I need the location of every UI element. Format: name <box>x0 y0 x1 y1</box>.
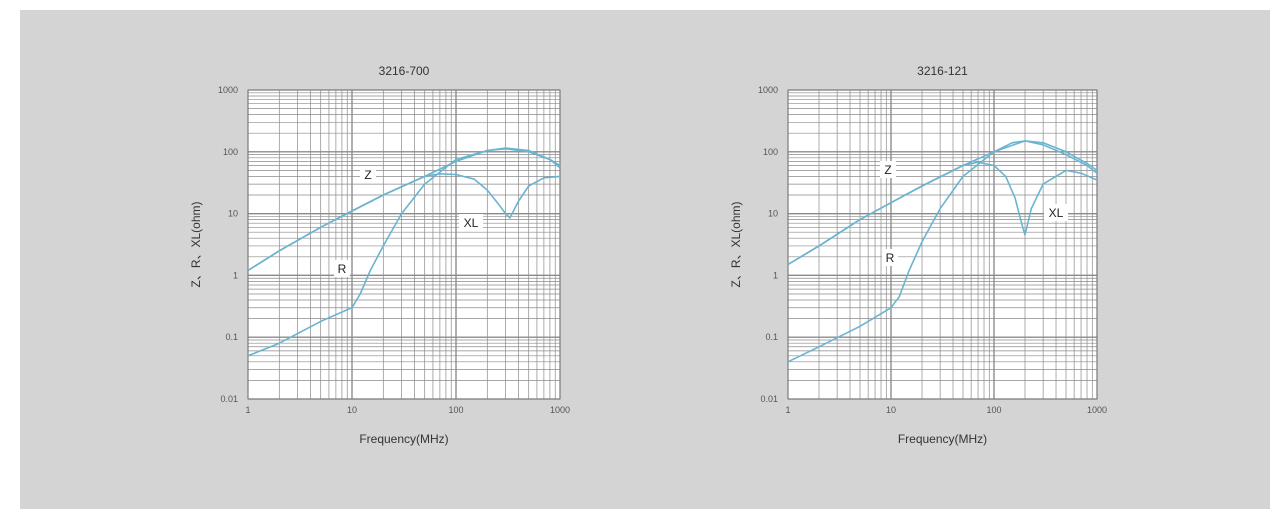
annotation-box <box>1044 204 1068 221</box>
x-tick-label: 100 <box>448 405 463 415</box>
x-tick-label: 1 <box>785 405 790 415</box>
series-line-xl <box>787 161 1098 266</box>
y-tick-label: 0.1 <box>765 332 778 342</box>
x-tick-label: 1000 <box>1087 405 1107 415</box>
chart-title: 3216-700 <box>379 64 430 78</box>
x-tick-label: 10 <box>886 405 896 415</box>
y-tick-label: 0.01 <box>760 394 778 404</box>
plot-area <box>788 90 1097 399</box>
y-tick-label: 10 <box>228 209 238 219</box>
plot-area <box>248 90 560 399</box>
annotation-xl: XL <box>1049 206 1064 220</box>
x-tick-label: 1000 <box>550 405 570 415</box>
plot-border <box>247 89 561 400</box>
x-tick-label: 1 <box>245 405 250 415</box>
y-tick-label: 1000 <box>218 85 238 95</box>
y-tick-label: 0.1 <box>225 332 238 342</box>
chart-panel: 1 10 100 1000 0.01 0.1 1 10 100 1000 3216-700 Frequ… <box>20 10 1270 509</box>
y-tick-label: 0.01 <box>220 394 238 404</box>
x-axis-label: Frequency(MHz) <box>359 432 448 446</box>
y-axis-label: Z、R、XL(ohm) <box>729 201 743 287</box>
annotation-r: R <box>338 262 347 276</box>
chart-title: 3216-121 <box>917 64 968 78</box>
annotation-box <box>880 161 896 178</box>
x-tick-label: 100 <box>986 405 1001 415</box>
annotation-z: Z <box>884 163 891 177</box>
annotation-xl: XL <box>464 216 479 230</box>
series-line-r <box>787 140 1098 363</box>
annotation-z: Z <box>364 168 371 182</box>
y-tick-label: 100 <box>763 147 778 157</box>
annotation-box <box>459 214 483 231</box>
x-tick-label: 10 <box>347 405 357 415</box>
chart-3216-700: 1 10 100 1000 0.01 0.1 1 10 100 1000 3216-700 Frequ… <box>189 64 570 446</box>
annotation-box <box>882 249 898 266</box>
annotation-box <box>360 166 376 183</box>
y-tick-label: 10 <box>768 209 778 219</box>
series-line-xl <box>247 173 561 272</box>
annotation-box <box>334 260 350 277</box>
y-tick-label: 100 <box>223 147 238 157</box>
y-axis-label: Z、R、XL(ohm) <box>189 201 203 287</box>
charts-svg: 1 10 100 1000 0.01 0.1 1 10 100 1000 3216-700 Frequ… <box>189 64 1107 446</box>
y-tick-label: 1 <box>233 270 238 280</box>
annotation-r: R <box>886 251 895 265</box>
plot-border <box>787 89 1098 400</box>
series-line-r <box>247 148 561 357</box>
y-tick-label: 1000 <box>758 85 778 95</box>
y-tick-label: 1 <box>773 270 778 280</box>
chart-3216-121: 1 10 100 1000 0.01 0.1 1 10 100 1000 3216-121 Frequ… <box>729 64 1107 446</box>
x-axis-label: Frequency(MHz) <box>898 432 987 446</box>
